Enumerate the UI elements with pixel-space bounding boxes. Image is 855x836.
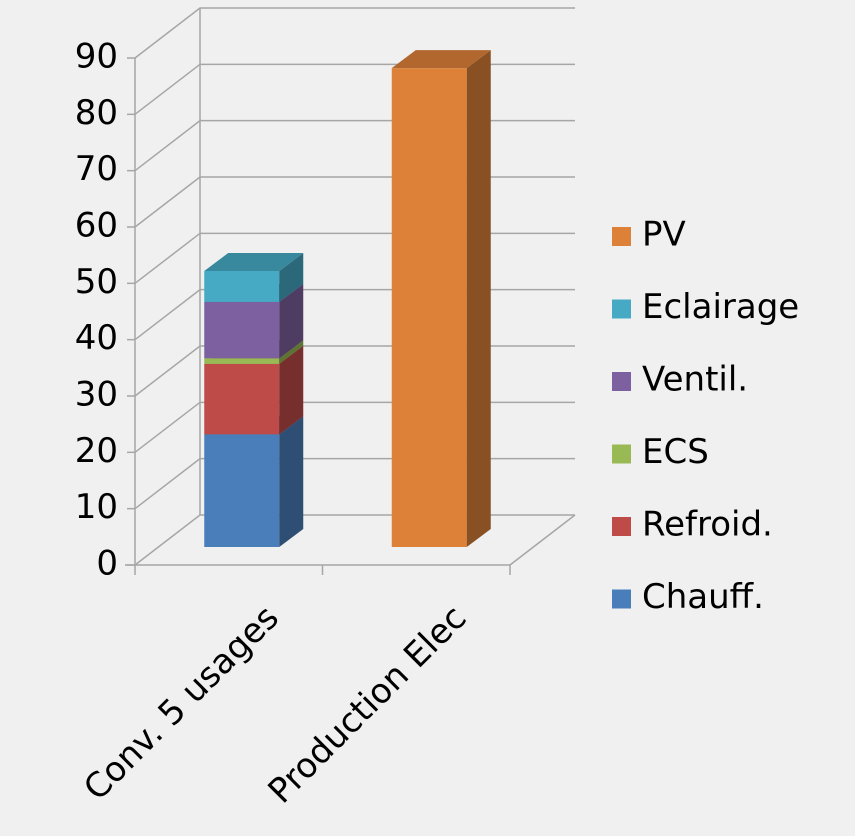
y-tick-label: 20: [75, 431, 118, 471]
bar-front: [391, 68, 467, 548]
legend-swatch: [612, 517, 631, 536]
legend-swatch: [612, 227, 631, 246]
legend-label: PV: [642, 215, 686, 255]
bar-front: [204, 358, 280, 364]
legend-swatch: [612, 372, 631, 391]
legend-label: ECS: [642, 432, 709, 472]
bar-segment: [391, 50, 491, 548]
grid-line: [134, 176, 575, 228]
grid-line: [134, 345, 575, 397]
y-tick-label: 60: [75, 206, 118, 246]
grid-line: [134, 288, 575, 341]
y-tick-label: 90: [75, 37, 118, 77]
grid-line: [134, 457, 575, 510]
y-tick-label: 50: [75, 262, 118, 302]
grid-line: [134, 63, 575, 115]
bar-top: [391, 50, 491, 69]
grid-line: [134, 401, 575, 453]
bar-side: [279, 416, 304, 547]
bar-side: [279, 340, 304, 364]
bar-front: [204, 301, 280, 359]
grid-line: [134, 119, 575, 172]
legend-swatch: [612, 589, 631, 609]
bar-side: [279, 252, 304, 302]
y-tick-label: 10: [75, 487, 118, 527]
legend-label: Refroid.: [642, 505, 773, 545]
bar-segment: [204, 252, 304, 302]
y-tick-label: 0: [96, 544, 118, 584]
floor-right: [509, 514, 576, 566]
y-tick-label: 40: [75, 318, 118, 358]
y-tick-label: 70: [75, 149, 118, 189]
x-tick-label: Conv. 5 usages: [76, 598, 287, 809]
legend-swatch: [612, 444, 631, 464]
legend-label: Eclairage: [642, 287, 799, 327]
bar-side: [279, 283, 304, 359]
legend-swatch: [612, 299, 631, 319]
bar-front: [204, 363, 280, 435]
grid-line: [134, 232, 575, 284]
bar-side: [279, 345, 304, 435]
bar-side: [466, 50, 491, 548]
bar-top: [204, 252, 304, 271]
bar-segment: [204, 416, 304, 547]
y-tick-label: 80: [75, 93, 118, 133]
grid-line: [134, 7, 575, 59]
legend-label: Ventil.: [642, 360, 748, 400]
x-tick-label: Production Elec: [261, 598, 475, 812]
legend-label: Chauff.: [642, 577, 764, 617]
grid-line: [134, 514, 575, 566]
bar-front: [204, 434, 280, 547]
y-tick-label: 30: [75, 375, 118, 415]
bar-front: [204, 270, 280, 302]
